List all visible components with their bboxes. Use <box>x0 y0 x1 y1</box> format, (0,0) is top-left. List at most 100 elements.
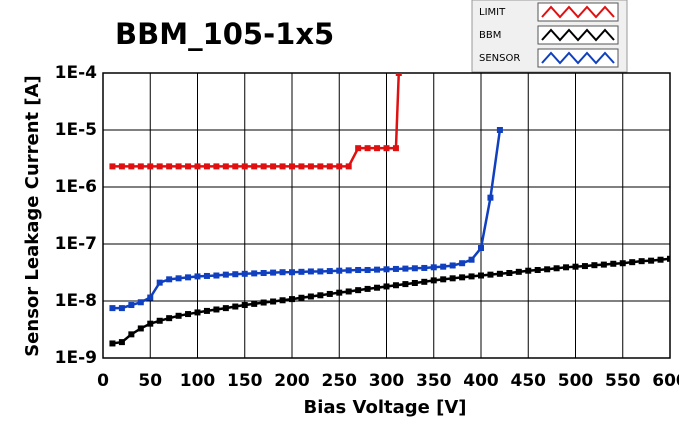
data-point <box>345 163 352 170</box>
data-point <box>402 281 409 288</box>
data-point <box>307 293 314 300</box>
data-point <box>203 272 210 279</box>
data-point <box>128 163 135 170</box>
data-point <box>430 277 437 284</box>
data-point <box>109 163 116 170</box>
x-tick-label: 150 <box>227 371 263 391</box>
data-point <box>336 289 343 296</box>
data-point <box>203 307 210 314</box>
data-point <box>251 163 258 170</box>
data-point <box>156 163 163 170</box>
data-point <box>175 312 182 319</box>
legend-sample <box>541 51 615 65</box>
data-point <box>355 145 362 152</box>
data-point <box>364 266 371 273</box>
data-point <box>241 163 248 170</box>
data-point <box>487 194 494 201</box>
data-point <box>326 268 333 275</box>
data-point <box>241 270 248 277</box>
data-point <box>411 279 418 286</box>
data-point <box>317 268 324 275</box>
data-point <box>326 163 333 170</box>
data-point <box>175 275 182 282</box>
data-point <box>355 287 362 294</box>
y-tick-label: 1E-4 <box>55 63 97 83</box>
data-point <box>600 261 607 268</box>
x-tick-label: 500 <box>558 371 594 391</box>
data-point <box>374 145 381 152</box>
data-point <box>411 265 418 272</box>
x-tick-label: 300 <box>369 371 405 391</box>
data-point <box>629 259 636 266</box>
data-point <box>194 163 201 170</box>
data-point <box>553 265 560 272</box>
x-tick-label: 450 <box>511 371 547 391</box>
data-point <box>392 145 399 152</box>
data-point <box>213 163 220 170</box>
data-point <box>402 265 409 272</box>
data-point <box>260 299 267 306</box>
data-point <box>222 163 229 170</box>
legend-label: BBM <box>479 30 501 41</box>
data-point <box>591 262 598 269</box>
data-point <box>298 294 305 301</box>
data-point <box>270 163 277 170</box>
data-point <box>496 127 503 133</box>
data-point <box>147 163 154 170</box>
data-point <box>279 163 286 170</box>
data-point <box>137 299 144 306</box>
data-point <box>326 290 333 297</box>
data-point <box>336 163 343 170</box>
data-point <box>421 264 428 271</box>
legend-swatch <box>537 25 619 45</box>
data-point <box>515 268 522 275</box>
data-point <box>128 302 135 309</box>
data-point <box>468 256 475 263</box>
x-tick-label: 250 <box>322 371 358 391</box>
data-point <box>232 303 239 310</box>
y-axis-label: Sensor Leakage Current [A] <box>22 75 43 357</box>
data-point <box>289 296 295 303</box>
data-point <box>648 257 655 264</box>
data-point <box>619 260 626 267</box>
legend-swatch <box>537 2 619 22</box>
data-point <box>222 305 229 312</box>
data-point <box>270 269 277 276</box>
data-point <box>194 309 201 316</box>
data-point <box>279 297 286 304</box>
y-tick-label: 1E-8 <box>55 291 97 311</box>
data-point <box>572 263 579 270</box>
data-point <box>203 163 210 170</box>
chart-title: BBM_105-1x5 <box>115 17 334 51</box>
data-point <box>581 263 588 270</box>
x-axis-label: Bias Voltage [V] <box>304 397 467 418</box>
data-point <box>459 260 466 267</box>
data-point <box>449 275 456 282</box>
data-point <box>440 276 447 283</box>
data-point <box>289 163 295 170</box>
y-tick-label: 1E-6 <box>55 177 97 197</box>
data-point <box>185 311 192 318</box>
data-point <box>213 272 220 279</box>
x-tick-label: 600 <box>652 371 679 391</box>
data-point <box>336 267 343 274</box>
data-point <box>232 163 239 170</box>
data-point <box>345 267 352 274</box>
data-point <box>156 317 163 324</box>
data-point <box>459 274 466 281</box>
legend-sample <box>541 5 615 19</box>
legend-swatch <box>537 48 619 68</box>
data-point <box>307 268 314 275</box>
x-tick-label: 100 <box>180 371 216 391</box>
data-point <box>118 339 125 346</box>
x-tick-label: 400 <box>463 371 499 391</box>
data-point <box>270 298 277 305</box>
data-point <box>251 270 258 277</box>
data-point <box>137 325 144 332</box>
data-point <box>610 260 617 267</box>
y-tick-label: 1E-9 <box>55 348 97 368</box>
data-point <box>392 265 399 272</box>
data-point <box>147 320 154 327</box>
data-point <box>298 163 305 170</box>
data-point <box>241 302 248 309</box>
